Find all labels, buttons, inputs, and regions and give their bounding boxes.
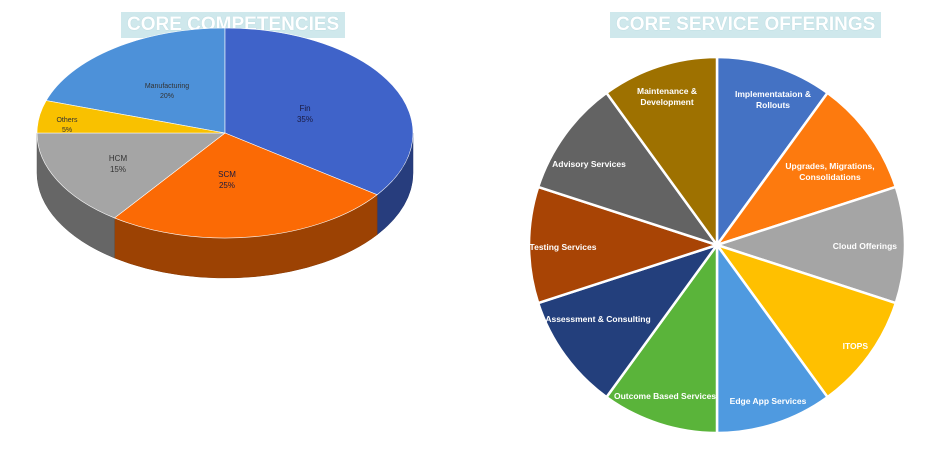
service-label-maintenance-development: Maintenance & Development [637,86,697,107]
service-slice-itops [713,242,898,399]
pie-slice-hcm [36,132,226,219]
service-labels: Implementataion & Rollouts Upgrades, Migra… [530,86,898,406]
service-label-advisory-services: Advisory Services [552,159,626,169]
service-slice-testing-services [527,185,722,305]
service-label-testing-services: Testing Services [530,242,597,252]
pie-slice-fin [224,27,414,196]
service-label-cloud-offerings: Cloud Offerings [833,241,897,251]
pie-value-others: 5% [62,127,72,134]
service-slice-outcome-based-services [604,241,719,435]
core-service-offerings-title: CORE SERVICE OFFERINGS [610,12,882,38]
pie-label-scm: SCM [218,170,236,179]
pie-value-hcm: 15% [110,165,126,174]
service-slices [527,55,907,435]
service-slice-cloud-offerings [712,185,907,305]
service-slice-maintenance-development [604,55,719,249]
pie-value-fin: 35% [297,115,313,124]
service-label-outcome-based-services: Outcome Based Services [614,391,716,401]
service-label-implementataion-rollouts: Implementataion & Rollouts [735,89,811,110]
pie-label-hcm: HCM [109,154,128,163]
pie-label-manufacturing: Manufacturing [145,83,189,90]
pie-slice-others [36,100,226,134]
pie-label-fin: Fin [299,104,310,113]
service-slice-implementataion-rollouts [715,55,830,249]
service-label-upgrades-migrations-consolidations: Upgrades, Migrations, Consolidations [785,161,874,182]
service-slice-assessment-consulting [536,242,721,399]
pie-slice-scm [113,132,378,239]
pie-value-scm: 25% [219,181,235,190]
service-label-assessment-consulting: Assessment & Consulting [545,314,650,324]
service-label-itops: ITOPS [843,341,869,351]
service-slice-upgrades-migrations-consolidations [713,91,898,248]
pie3d-labels: Manufacturing 20% Fin 35% SCM 25% HCM 15% Others… [56,83,313,190]
service-label-edge-app-services: Edge App Services [730,396,807,406]
service-slice-edge-app-services [715,241,830,435]
pie-slice-manufacturing [45,27,226,134]
pie3d-slices [36,27,414,239]
pie-value-manufacturing: 20% [160,93,174,100]
pie-label-others: Others [56,117,78,124]
service-slice-advisory-services [536,91,721,248]
